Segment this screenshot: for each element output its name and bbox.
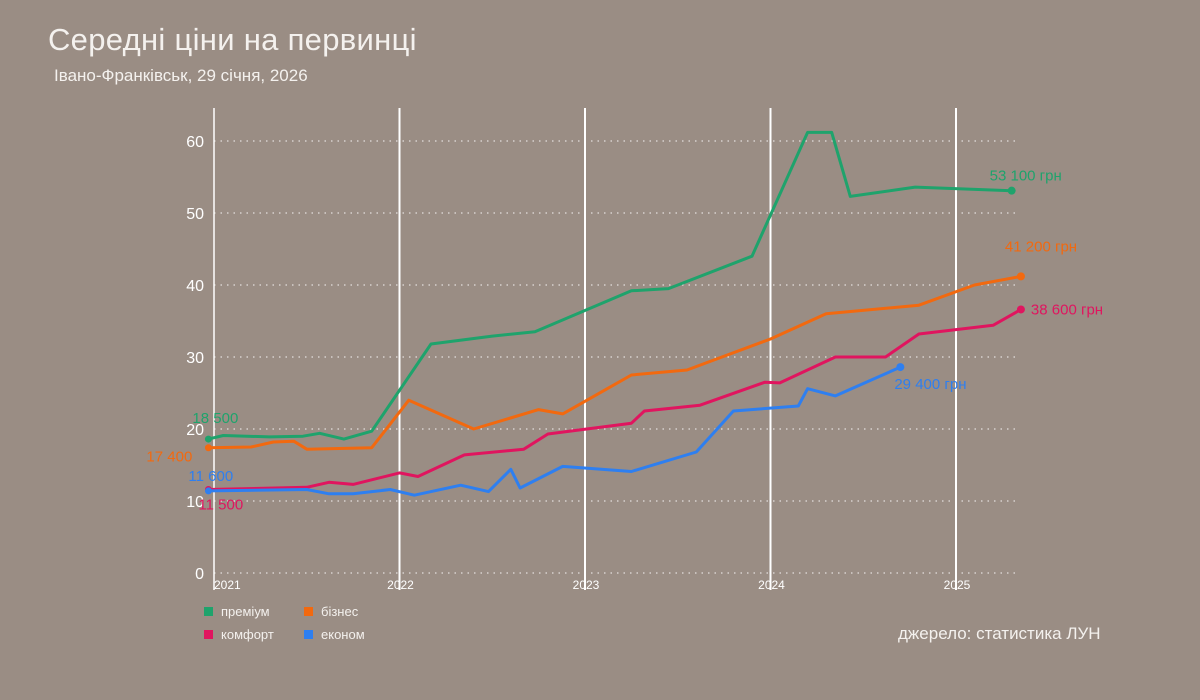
y-tick-label: 20 xyxy=(186,422,204,439)
label-layer: 0 10 20 30 40 50 60 2021 2022 2023 2024 2025 18 500 5… xyxy=(146,134,1103,592)
legend-swatch-comfort xyxy=(204,630,213,639)
series-start-point-premium xyxy=(204,435,212,443)
y-tick-label: 40 xyxy=(186,278,204,295)
legend-swatch-premium xyxy=(204,607,213,616)
series-end-point-business xyxy=(1016,272,1025,281)
chart-subtitle: Івано-Франківськ, 29 січня, 2026 xyxy=(54,66,308,85)
series-start-label-economy: 11 600 xyxy=(188,468,233,485)
series-start-label-business: 17 400 xyxy=(146,449,192,466)
legend-label-premium: преміум xyxy=(221,604,270,619)
legend-item-premium: преміум xyxy=(204,604,304,619)
series-end-point-comfort xyxy=(1016,305,1025,314)
series-end-label-economy: 29 400 грн xyxy=(894,376,966,393)
legend-swatch-economy xyxy=(304,630,313,639)
series-end-label-business: 41 200 грн xyxy=(1005,238,1077,255)
series-end-point-economy xyxy=(896,363,905,372)
series-end-point-premium xyxy=(1007,186,1016,195)
source-note: джерело: статистика ЛУН xyxy=(898,624,1101,643)
legend-label-business: бізнес xyxy=(321,604,359,619)
series-line-business xyxy=(206,274,1023,451)
series-start-point-economy xyxy=(204,487,212,495)
series-end-label-comfort: 38 600 грн xyxy=(1031,301,1103,318)
series-start-point-business xyxy=(204,444,212,452)
y-tick-label: 10 xyxy=(186,494,204,511)
series-end-label-premium: 53 100 грн xyxy=(990,168,1062,185)
legend: преміум бізнес комфорт економ xyxy=(204,604,404,642)
y-tick-label: 0 xyxy=(195,566,204,583)
x-tick-label: 2023 xyxy=(573,578,600,592)
legend-item-business: бізнес xyxy=(304,604,404,619)
y-tick-label: 30 xyxy=(186,350,204,367)
chart-title: Середні ціни на первинці xyxy=(48,22,417,57)
y-tick-label: 50 xyxy=(186,206,204,223)
series-line-comfort xyxy=(206,308,1023,491)
series-start-label-comfort: 11 500 xyxy=(198,496,243,513)
x-tick-label: 2024 xyxy=(758,578,785,592)
series-line-premium xyxy=(206,130,1014,441)
series-layer xyxy=(204,130,1025,497)
legend-label-comfort: комфорт xyxy=(221,627,274,642)
series-line-economy xyxy=(206,365,902,497)
legend-label-economy: економ xyxy=(321,627,365,642)
x-tick-label: 2025 xyxy=(944,578,971,592)
x-tick-label: 2022 xyxy=(387,578,414,592)
x-tick-label: 2021 xyxy=(214,578,241,592)
y-tick-label: 60 xyxy=(186,134,204,151)
legend-item-comfort: комфорт xyxy=(204,627,304,642)
legend-swatch-business xyxy=(304,607,313,616)
series-start-label-premium: 18 500 xyxy=(192,410,238,427)
legend-item-economy: економ xyxy=(304,627,404,642)
